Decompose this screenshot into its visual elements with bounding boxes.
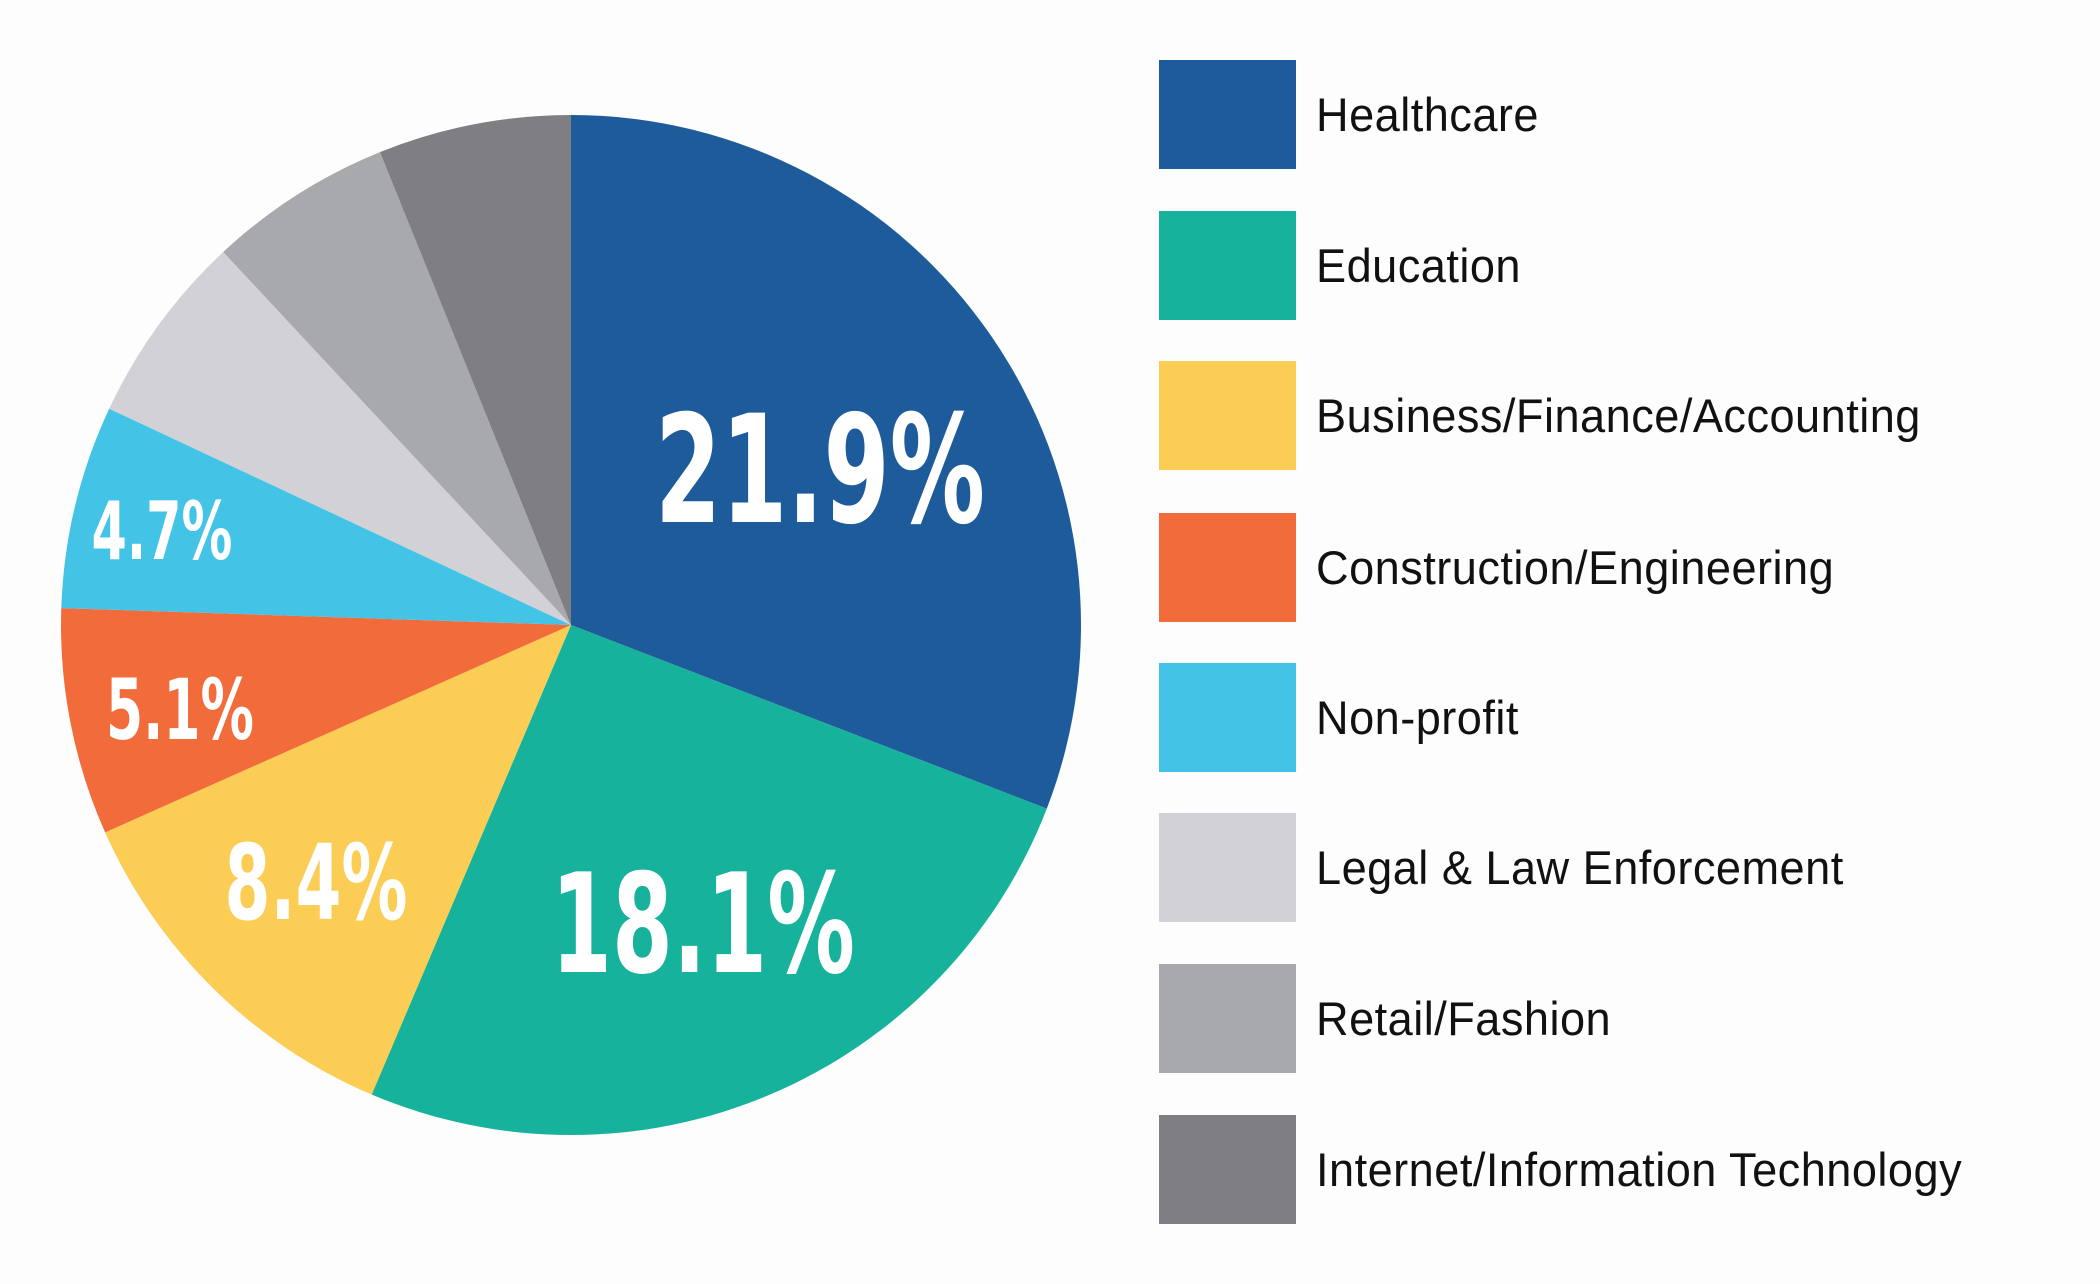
- legend-label-nonprofit: Non-profit: [1316, 691, 1519, 744]
- pie-slice-healthcare: [571, 115, 1081, 809]
- pie-value-label-business-finance-accounting: 8.4%: [225, 822, 408, 944]
- pie-slice-legal-law-enforcement: [109, 252, 571, 625]
- legend-item-nonprofit: Non-profit: [1159, 663, 2089, 772]
- legend-label-retail: Retail/Fashion: [1316, 992, 1612, 1045]
- legend-swatch-legal: [1159, 813, 1296, 922]
- pie-value-label-non-profit: 4.7%: [92, 485, 233, 578]
- legend-swatch-it: [1159, 1115, 1296, 1224]
- pie-slice-internet-information-technology: [380, 115, 571, 625]
- pie-slice-business-finance-accounting: [105, 625, 571, 1095]
- legend-item-healthcare: Healthcare: [1159, 60, 2089, 169]
- legend-label-healthcare: Healthcare: [1316, 88, 1540, 141]
- legend-swatch-education: [1159, 211, 1296, 320]
- pie-slice-education: [371, 625, 1047, 1136]
- pie-slice-construction-engineering: [61, 608, 571, 833]
- legend-item-retail: Retail/Fashion: [1159, 964, 2089, 1073]
- legend-item-education: Education: [1159, 211, 2089, 320]
- pie-chart: 21.9% 18.1% 8.4% 5.1% 4.7%: [61, 115, 1081, 1136]
- pie-slice-retail-fashion: [223, 152, 571, 625]
- pie-value-label-construction-engineering: 5.1%: [106, 661, 254, 759]
- pie-value-label-healthcare: 21.9%: [655, 384, 985, 558]
- pie-slice-non-profit: [61, 408, 572, 625]
- legend-label-legal: Legal & Law Enforcement: [1316, 841, 1844, 894]
- pie-slices: [61, 115, 1081, 1136]
- legend-label-education: Education: [1316, 239, 1522, 292]
- legend-swatch-business: [1159, 361, 1296, 470]
- legend-swatch-construction: [1159, 513, 1296, 622]
- legend-item-legal: Legal & Law Enforcement: [1159, 813, 2089, 922]
- legend-label-construction: Construction/Engineering: [1316, 541, 1835, 594]
- legend-item-business: Business/Finance/Accounting: [1159, 361, 2089, 470]
- legend-swatch-retail: [1159, 964, 1296, 1073]
- legend-item-it: Internet/Information Technology: [1159, 1115, 2089, 1224]
- legend-label-it: Internet/Information Technology: [1316, 1143, 1963, 1196]
- legend-swatch-healthcare: [1159, 60, 1296, 169]
- legend-swatch-nonprofit: [1159, 663, 1296, 772]
- legend-item-construction: Construction/Engineering: [1159, 513, 2089, 622]
- legend-label-business: Business/Finance/Accounting: [1316, 389, 1921, 442]
- pie-value-label-education: 18.1%: [551, 844, 855, 1005]
- pie-value-labels: 21.9% 18.1% 8.4% 5.1% 4.7%: [92, 384, 986, 1005]
